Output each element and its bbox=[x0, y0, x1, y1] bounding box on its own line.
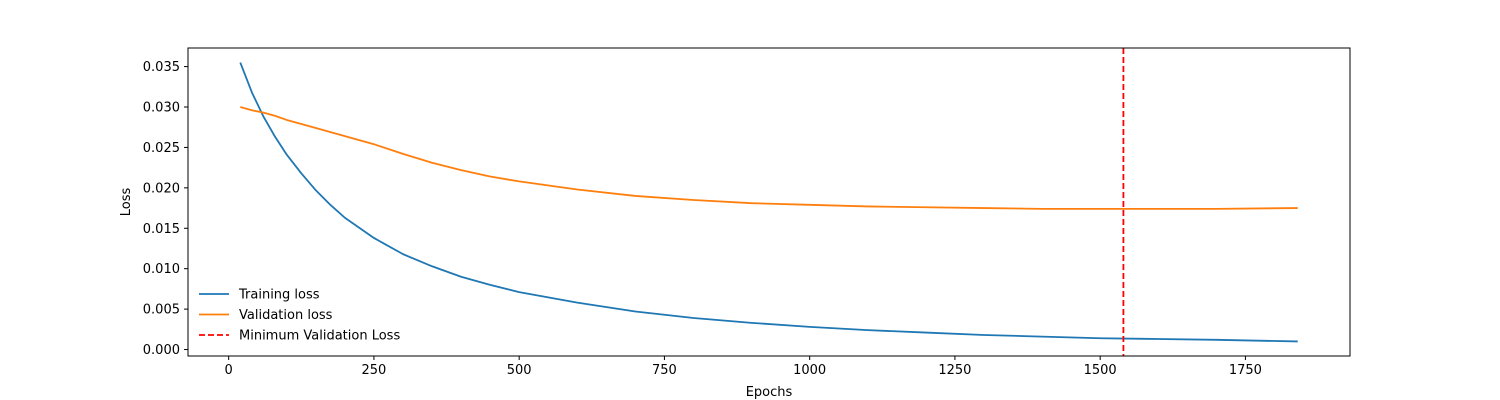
legend-label: Validation loss bbox=[239, 308, 333, 323]
legend-label: Training loss bbox=[238, 288, 320, 303]
y-axis-label: Loss bbox=[119, 188, 134, 217]
plot-frame bbox=[187, 47, 1351, 357]
x-axis-label: Epochs bbox=[746, 385, 793, 400]
x-tick-label: 0 bbox=[225, 363, 233, 378]
legend: Training loss Validation loss Minimum Vali… bbox=[199, 288, 400, 344]
y-tick-label: 0.005 bbox=[143, 303, 180, 318]
y-tick-label: 0.030 bbox=[143, 101, 180, 116]
y-tick-label: 0.020 bbox=[143, 181, 180, 196]
x-tick-label: 500 bbox=[507, 363, 532, 378]
x-tick-label: 750 bbox=[652, 363, 677, 378]
x-tick-label: 1750 bbox=[1229, 363, 1262, 378]
legend-label: Minimum Validation Loss bbox=[239, 329, 400, 344]
training-loss-line bbox=[239, 62, 1298, 343]
y-tick-label: 0.025 bbox=[143, 141, 180, 156]
x-tick-label: 250 bbox=[362, 363, 387, 378]
x-tick-label: 1250 bbox=[938, 363, 971, 378]
series-layer bbox=[239, 48, 1298, 356]
x-tick-label: 1500 bbox=[1084, 363, 1117, 378]
y-tick-label: 0.015 bbox=[143, 222, 180, 237]
y-tick-label: 0.000 bbox=[143, 343, 180, 358]
y-tick-label: 0.010 bbox=[143, 262, 180, 277]
x-tick-label: 1000 bbox=[793, 363, 826, 378]
tick-layer: 0 250 500 750 1000 1250 1500 1750 0.000 0.005 0.01… bbox=[143, 60, 1262, 378]
y-tick-label: 0.035 bbox=[143, 60, 180, 75]
validation-loss-line bbox=[240, 106, 1298, 210]
